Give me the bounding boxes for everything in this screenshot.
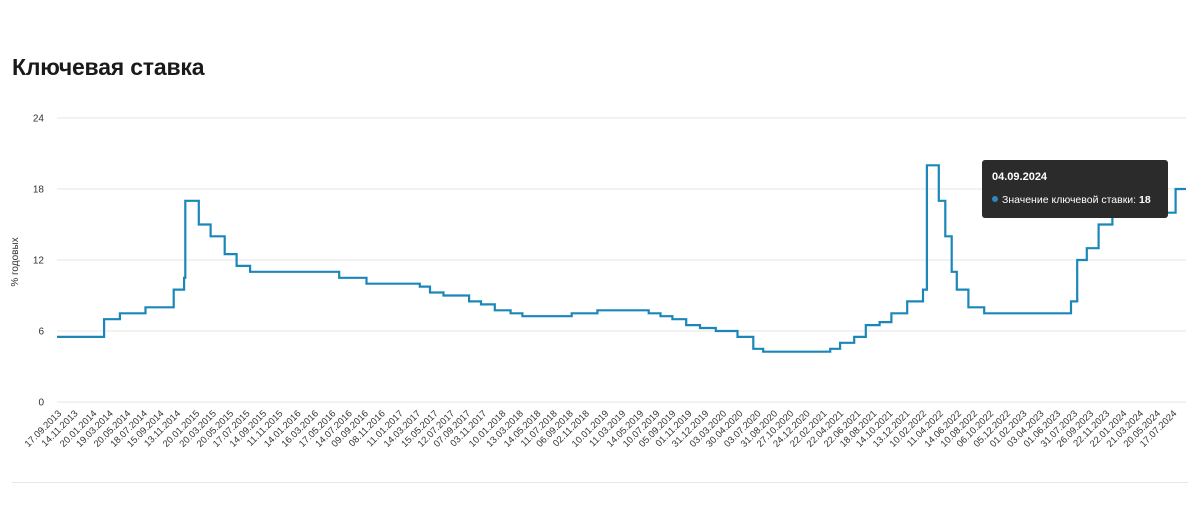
y-tick-label: 12 — [33, 256, 45, 267]
chart-tooltip: 04.09.2024 Значение ключевой ставки: 18 — [982, 160, 1168, 218]
series-layer — [57, 164, 1186, 353]
y-tick-label: 18 — [33, 185, 45, 196]
tooltip-row: Значение ключевой ставки: 18 — [992, 194, 1168, 206]
bottom-divider — [12, 482, 1188, 483]
y-axis-label: % годовых — [10, 237, 21, 286]
grid-lines — [57, 117, 1186, 403]
y-axis-ticks: 0 6 12 18 24 — [33, 114, 45, 409]
y-tick-label: 0 — [38, 398, 44, 409]
page-title: Ключевая ставка — [12, 54, 205, 80]
y-tick-label: 24 — [33, 114, 45, 125]
tooltip-value: 18 — [1139, 194, 1151, 206]
series-line — [57, 164, 1186, 353]
y-tick-label: 6 — [38, 327, 44, 338]
tooltip-label: Значение ключевой ставки: — [1002, 194, 1137, 206]
x-axis-ticks: 17.09.201314.11.201320.01.201419.03.2014… — [23, 408, 1180, 449]
tooltip-date: 04.09.2024 — [992, 171, 1048, 183]
series-marker-icon — [992, 196, 998, 202]
